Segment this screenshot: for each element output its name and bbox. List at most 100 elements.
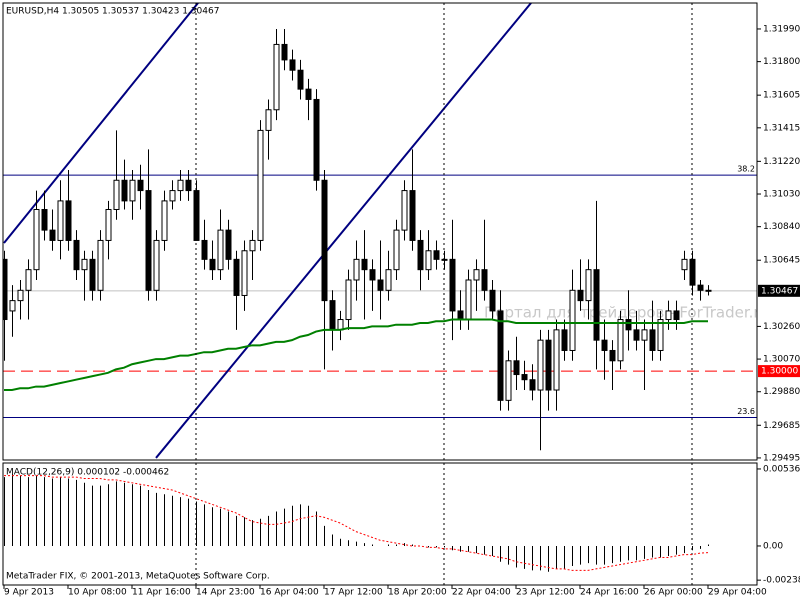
chart-title: EURUSD,H4 1.30505 1.30537 1.30423 1.3046… [6, 7, 219, 17]
x-tick-label: 26 Apr 00:00 [644, 588, 703, 598]
signal-line [4, 475, 709, 571]
candle-body [129, 179, 136, 202]
candle-body [153, 239, 160, 291]
candle-body [369, 269, 376, 281]
candle-body [113, 179, 120, 210]
fibo-label: 23.6 [737, 407, 755, 416]
y-tick-label: 1.30840 [763, 222, 800, 232]
candle-body [497, 310, 504, 401]
candle-body [361, 258, 368, 271]
y-tick-label: 1.31800 [763, 57, 800, 67]
y-tick-label: 1.29880 [763, 387, 800, 397]
y-tick-label: 1.29685 [763, 421, 800, 431]
candle-body [33, 208, 40, 271]
candle-body [57, 200, 64, 241]
candle-body [9, 300, 16, 312]
watermark: Портал для трейдеров - ForTrader.ru [484, 304, 769, 322]
x-tick-label: 29 Apr 04:00 [708, 588, 767, 598]
x-tick-label: 17 Apr 12:00 [324, 588, 383, 598]
candle-body [233, 258, 240, 296]
x-tick-label: 11 Apr 16:00 [132, 588, 191, 598]
candle-body [273, 43, 280, 111]
x-tick-label: 16 Apr 04:00 [260, 588, 319, 598]
current-price-box [758, 284, 800, 297]
candle-body [249, 239, 256, 252]
candle-body [217, 229, 224, 271]
candle-body [593, 269, 600, 341]
candle-body [409, 190, 416, 241]
y-tick-label: 1.30645 [763, 256, 800, 266]
plot-area: Портал для трейдеров - ForTrader.ru [3, 3, 769, 459]
candle-body [161, 200, 168, 241]
candle-body [297, 69, 304, 90]
candle-body [89, 258, 96, 291]
candle-body [145, 190, 152, 291]
panel-frame [2, 462, 758, 586]
candle-body [41, 208, 48, 231]
candle-body [481, 269, 488, 291]
y-tick-label: 1.31605 [763, 91, 800, 101]
moving-average [4, 318, 708, 392]
alert-price-label: 1.30000 [761, 367, 798, 377]
candle-body [665, 310, 672, 321]
candle-body [169, 190, 176, 202]
candle-body [209, 258, 216, 271]
candle-body [425, 250, 432, 271]
candle-body [257, 129, 264, 241]
candle-body [225, 229, 232, 260]
y-tick-label: 1.31990 [763, 24, 800, 34]
copyright: MetaTrader FIX, © 2001-2013, MetaQuotes … [6, 572, 270, 582]
fibo-label: 38.2 [737, 165, 755, 174]
candle-body [345, 279, 352, 321]
x-tick-label: 22 Apr 04:00 [452, 588, 511, 598]
candle-body [433, 250, 440, 260]
candle-body [625, 319, 632, 331]
candle-body [281, 43, 288, 61]
candle-body [681, 258, 688, 271]
candle-body [449, 258, 456, 312]
candle-body [537, 339, 544, 391]
y-tick-label: 1.31220 [763, 157, 800, 167]
candle-body [633, 329, 640, 341]
candle-body [193, 190, 200, 241]
candle-body [585, 269, 592, 302]
candle-body [521, 374, 528, 381]
candle-body [417, 239, 424, 271]
candle-body [377, 279, 384, 291]
plot-area [4, 474, 709, 572]
candle-body [353, 258, 360, 281]
x-tick-label: 10 Apr 08:00 [68, 588, 127, 598]
candle-body [561, 329, 568, 351]
candle-body [329, 300, 336, 331]
candle-body [105, 208, 112, 241]
candle-body [601, 339, 608, 351]
candle-body [673, 310, 680, 321]
candle-body [457, 310, 464, 321]
y-tick-label: 0.00 [763, 541, 783, 551]
candle-body [473, 269, 480, 281]
candle-body [577, 289, 584, 302]
y-tick-label: -0.002382 [763, 576, 800, 586]
candle-body [265, 109, 272, 131]
candle-body [321, 179, 328, 302]
candle-body [305, 88, 312, 100]
candle-body [489, 289, 496, 312]
candle-body [465, 279, 472, 321]
candle-body [393, 229, 400, 271]
candle-body [617, 319, 624, 362]
candle-body [609, 349, 616, 362]
candle-body [697, 284, 704, 291]
current-price-label: 1.30467 [761, 286, 798, 296]
candle-body [201, 239, 208, 260]
candle-body [65, 200, 72, 241]
candle-body [529, 379, 536, 391]
candle-body [545, 339, 552, 391]
candle-body [553, 329, 560, 391]
candle-body [641, 329, 648, 341]
candle-body [81, 258, 88, 271]
candle-body [313, 98, 320, 181]
x-tick-label: 23 Apr 12:00 [516, 588, 575, 598]
y-tick-label: 1.29495 [763, 453, 800, 463]
